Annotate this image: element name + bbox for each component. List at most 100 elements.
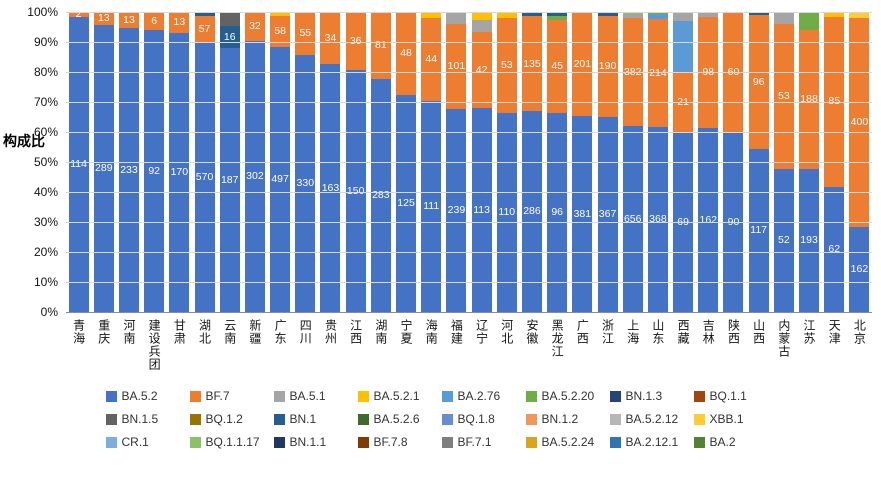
bar-segment-BA.5.2.1 [496, 12, 517, 19]
bar-segment-BA.5.1 [698, 12, 719, 17]
gridline [66, 42, 872, 43]
bar-segment-BA.5.2.20 [799, 12, 820, 31]
bar-segment-BF.7: 53 [496, 18, 517, 113]
legend-item-BF.7.1: BF.7.1 [441, 435, 524, 449]
bar-segment-label: 162 [850, 263, 869, 276]
bar-segment-label: 57 [198, 22, 211, 35]
bar-segment-label: 201 [573, 57, 592, 70]
bar-segment-label: 2 [75, 8, 82, 21]
bar: 62 85 [824, 12, 845, 312]
legend-swatch [273, 413, 285, 425]
bar-segment-BF.7: 36 [345, 12, 366, 71]
legend-item-BA.5.2.24: BA.5.2.24 [525, 435, 608, 449]
gridline [66, 132, 872, 133]
x-category-label: 上海 [625, 319, 640, 345]
legend-item-BN.1.1: BN.1.1 [273, 435, 356, 449]
legend-label: BA.2.76 [457, 389, 501, 403]
x-category-label: 宁夏 [399, 319, 414, 345]
bar-segment-label: 85 [828, 96, 840, 107]
legend-swatch [441, 390, 453, 402]
bar-segment-BA.5.2: 114 [68, 17, 89, 312]
bar-segment-label: 656 [623, 212, 642, 225]
legend-row: BN.1.5 BQ.1.2 BN.1 BA.5.2.6 BQ.1.8 BN.1.2 BA.5… [105, 412, 776, 426]
bar: 367 190 [597, 12, 618, 312]
bar-segment-label: 96 [752, 75, 765, 88]
gridline [66, 12, 872, 13]
x-category-label: 西藏 [676, 319, 691, 345]
bar: 117 96 [748, 12, 769, 312]
legend: BA.5.2 BF.7 BA.5.1 BA.5.2.1 BA.2.76 BA.5.2.20… [0, 389, 881, 449]
legend-label: BN.1.2 [541, 412, 579, 426]
bar-segment-label: 367 [598, 208, 617, 221]
legend-swatch [609, 436, 621, 448]
bar-segment-BF.7: 57 [194, 15, 215, 43]
bar-segment-label: 53 [778, 90, 790, 103]
gridline [66, 222, 872, 223]
bar-segment-BA.5.2: 117 [748, 148, 769, 312]
bar-segment-BA.5.2.20 [647, 12, 668, 15]
x-axis: 青海 重庆 河南 建设兵团 甘肃 湖北 云南 新疆 广东 四川 贵州 江西 湖南 宁夏 海南 福建 辽宁 河北 安徽… [66, 317, 872, 387]
bar: 193 188 [799, 12, 820, 312]
bar-segment-label: 101 [447, 60, 466, 73]
legend-label: BF.7 [205, 389, 230, 403]
legend-swatch [525, 436, 537, 448]
x-category-label: 安徽 [524, 319, 539, 345]
legend-label: BA.5.2.20 [541, 389, 595, 403]
bar-segment-BA.5.2: 330 [295, 54, 316, 312]
legend-swatch [189, 413, 201, 425]
bar-segment-BF.7: 13 [93, 12, 114, 25]
bar: 162 400 [849, 12, 870, 312]
legend-swatch [441, 436, 453, 448]
bar-segment-BA.5.2: 163 [320, 63, 341, 312]
legend-item-BN.1.2: BN.1.2 [525, 412, 608, 426]
bar-segment-label: 110 [498, 206, 516, 219]
plot-area: 114 2 289 13 233 13 92 6 170 13 570 57 187 16 302 32 497… [66, 8, 872, 313]
bar-segment-BA.5.2: 367 [597, 117, 618, 312]
gridline [66, 282, 872, 283]
y-axis-title: 构成比 [3, 133, 45, 149]
x-category-label: 吉林 [701, 319, 716, 345]
bar-segment-BA.5.2: 368 [647, 126, 668, 312]
bar-segment-BF.7: 13 [118, 12, 139, 28]
legend-label: BA.5.2.24 [541, 435, 595, 449]
bar-segment-BF.7: 34 [320, 12, 341, 64]
y-tick-label: 60% [33, 125, 58, 139]
y-tick-label: 30% [33, 215, 58, 229]
legend-swatch [357, 413, 369, 425]
legend-swatch [357, 390, 369, 402]
legend-swatch [357, 436, 369, 448]
bar-segment-label: 48 [400, 47, 412, 60]
x-category-label: 浙江 [600, 319, 615, 345]
x-axis-line [66, 312, 872, 313]
y-tick-label: 100% [27, 5, 58, 19]
bar-segment-label: 53 [500, 59, 513, 72]
legend-row: CR.1 BQ.1.1.17 BN.1.1 BF.7.8 BF.7.1 BA.5.2.24… [105, 435, 776, 449]
x-category-label: 海南 [424, 319, 439, 345]
bar-segment-BF.7: 48 [396, 12, 417, 96]
legend-row: BA.5.2 BF.7 BA.5.1 BA.5.2.1 BA.2.76 BA.5.2.20… [105, 389, 776, 403]
legend-item-BA.5.2.20: BA.5.2.20 [525, 389, 608, 403]
bar-segment-label: 135 [523, 57, 541, 70]
bar: 92 6 [144, 12, 165, 312]
bar-segment-label: 190 [598, 60, 617, 73]
x-category-label: 黑龙江 [550, 319, 565, 358]
bar-segment-BA.5.1 [773, 12, 794, 25]
bar-segment-label: 69 [677, 215, 689, 228]
bar-segment-label: 36 [349, 34, 362, 47]
bar-segment-label: 239 [447, 204, 466, 217]
legend-swatch [693, 413, 705, 425]
legend-item-BA.2: BA.2 [693, 435, 776, 449]
legend-swatch [105, 413, 117, 425]
legend-item-BN.1.5: BN.1.5 [105, 412, 188, 426]
bar-segment-label: 111 [423, 200, 440, 213]
bar: 283 81 [370, 12, 391, 312]
bar-segment-BF.7: 13 [169, 12, 190, 34]
bar-segment-BN.1 [521, 12, 542, 17]
bar-segment-BF.7: 188 [799, 30, 820, 170]
bar-segment-BF.7: 201 [572, 12, 593, 116]
x-category-label: 甘肃 [172, 319, 187, 345]
legend-label: CR.1 [121, 435, 149, 449]
gridline [66, 72, 872, 73]
bar-segment-label: 497 [271, 173, 289, 185]
